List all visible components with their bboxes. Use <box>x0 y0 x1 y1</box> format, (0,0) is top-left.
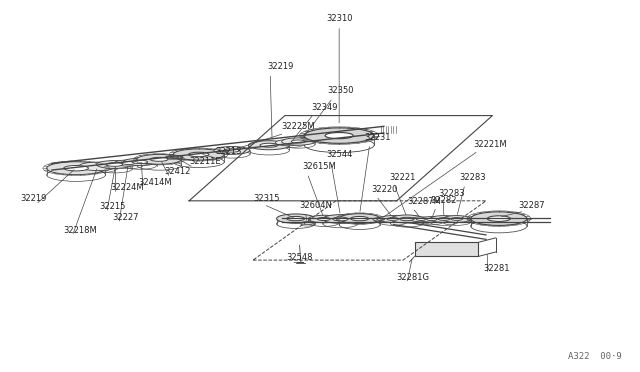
Text: 32220: 32220 <box>371 185 397 194</box>
Ellipse shape <box>79 162 117 171</box>
Text: 32414M: 32414M <box>138 178 172 187</box>
Ellipse shape <box>470 212 527 225</box>
Ellipse shape <box>276 214 315 223</box>
Ellipse shape <box>377 218 385 220</box>
Ellipse shape <box>301 222 314 225</box>
Ellipse shape <box>137 154 181 164</box>
Ellipse shape <box>166 156 182 158</box>
Ellipse shape <box>438 218 450 220</box>
Ellipse shape <box>417 218 426 221</box>
Ellipse shape <box>173 149 224 160</box>
Ellipse shape <box>351 217 369 221</box>
Ellipse shape <box>260 143 278 147</box>
Text: 32548: 32548 <box>287 253 314 262</box>
Ellipse shape <box>400 217 414 221</box>
Ellipse shape <box>106 163 123 166</box>
Text: 32221: 32221 <box>389 173 415 182</box>
Text: 32211E: 32211E <box>189 157 221 166</box>
Ellipse shape <box>64 166 88 171</box>
Ellipse shape <box>373 218 388 221</box>
Ellipse shape <box>443 216 470 222</box>
Ellipse shape <box>430 216 458 222</box>
Ellipse shape <box>282 138 315 145</box>
Ellipse shape <box>170 157 179 158</box>
Text: 32350: 32350 <box>328 86 354 95</box>
Ellipse shape <box>390 215 424 223</box>
Text: 32221M: 32221M <box>473 140 507 149</box>
Text: 32225M: 32225M <box>282 122 316 131</box>
Text: 32615M: 32615M <box>302 162 336 171</box>
Text: 32287M: 32287M <box>407 198 441 206</box>
Text: 32213: 32213 <box>215 147 242 156</box>
Text: 32282: 32282 <box>430 196 456 205</box>
Text: 32218M: 32218M <box>63 226 97 235</box>
Ellipse shape <box>304 128 374 143</box>
Ellipse shape <box>451 218 463 220</box>
Ellipse shape <box>323 215 358 223</box>
Ellipse shape <box>122 161 135 164</box>
Ellipse shape <box>308 215 339 223</box>
Ellipse shape <box>379 216 407 222</box>
Ellipse shape <box>420 217 444 222</box>
Ellipse shape <box>275 140 303 146</box>
Text: 32283: 32283 <box>438 189 465 198</box>
Text: A322  00·9: A322 00·9 <box>568 352 621 361</box>
Text: 32287: 32287 <box>518 201 545 210</box>
Ellipse shape <box>325 132 353 139</box>
Ellipse shape <box>287 217 305 221</box>
Ellipse shape <box>411 217 431 222</box>
Ellipse shape <box>115 160 143 166</box>
Ellipse shape <box>248 141 289 150</box>
Ellipse shape <box>291 140 305 143</box>
Text: 32544: 32544 <box>326 150 353 159</box>
Text: 32231: 32231 <box>365 132 391 141</box>
Ellipse shape <box>317 218 330 221</box>
Ellipse shape <box>97 161 132 169</box>
Text: 32412: 32412 <box>164 167 191 176</box>
Text: 32227: 32227 <box>113 213 139 222</box>
Text: 32215: 32215 <box>100 202 126 211</box>
Text: 32604N: 32604N <box>300 201 332 210</box>
Ellipse shape <box>333 217 348 221</box>
Ellipse shape <box>214 147 250 154</box>
Text: 32349: 32349 <box>311 103 337 112</box>
Ellipse shape <box>166 156 182 158</box>
Ellipse shape <box>47 162 106 175</box>
Text: 32219: 32219 <box>20 194 46 203</box>
Ellipse shape <box>124 158 157 166</box>
Ellipse shape <box>339 214 380 224</box>
Text: 32224M: 32224M <box>111 183 144 192</box>
Ellipse shape <box>188 152 209 157</box>
Ellipse shape <box>150 157 168 161</box>
Ellipse shape <box>132 160 148 164</box>
Text: 32281G: 32281G <box>397 273 429 282</box>
Ellipse shape <box>224 149 239 152</box>
Text: 32315: 32315 <box>253 194 280 203</box>
Text: 32283: 32283 <box>460 173 486 182</box>
Ellipse shape <box>487 216 510 221</box>
Ellipse shape <box>427 218 437 221</box>
Text: 32219: 32219 <box>268 62 294 71</box>
Text: 32310: 32310 <box>326 14 353 23</box>
Text: 32281: 32281 <box>483 264 510 273</box>
Polygon shape <box>415 242 478 256</box>
Ellipse shape <box>387 218 399 220</box>
